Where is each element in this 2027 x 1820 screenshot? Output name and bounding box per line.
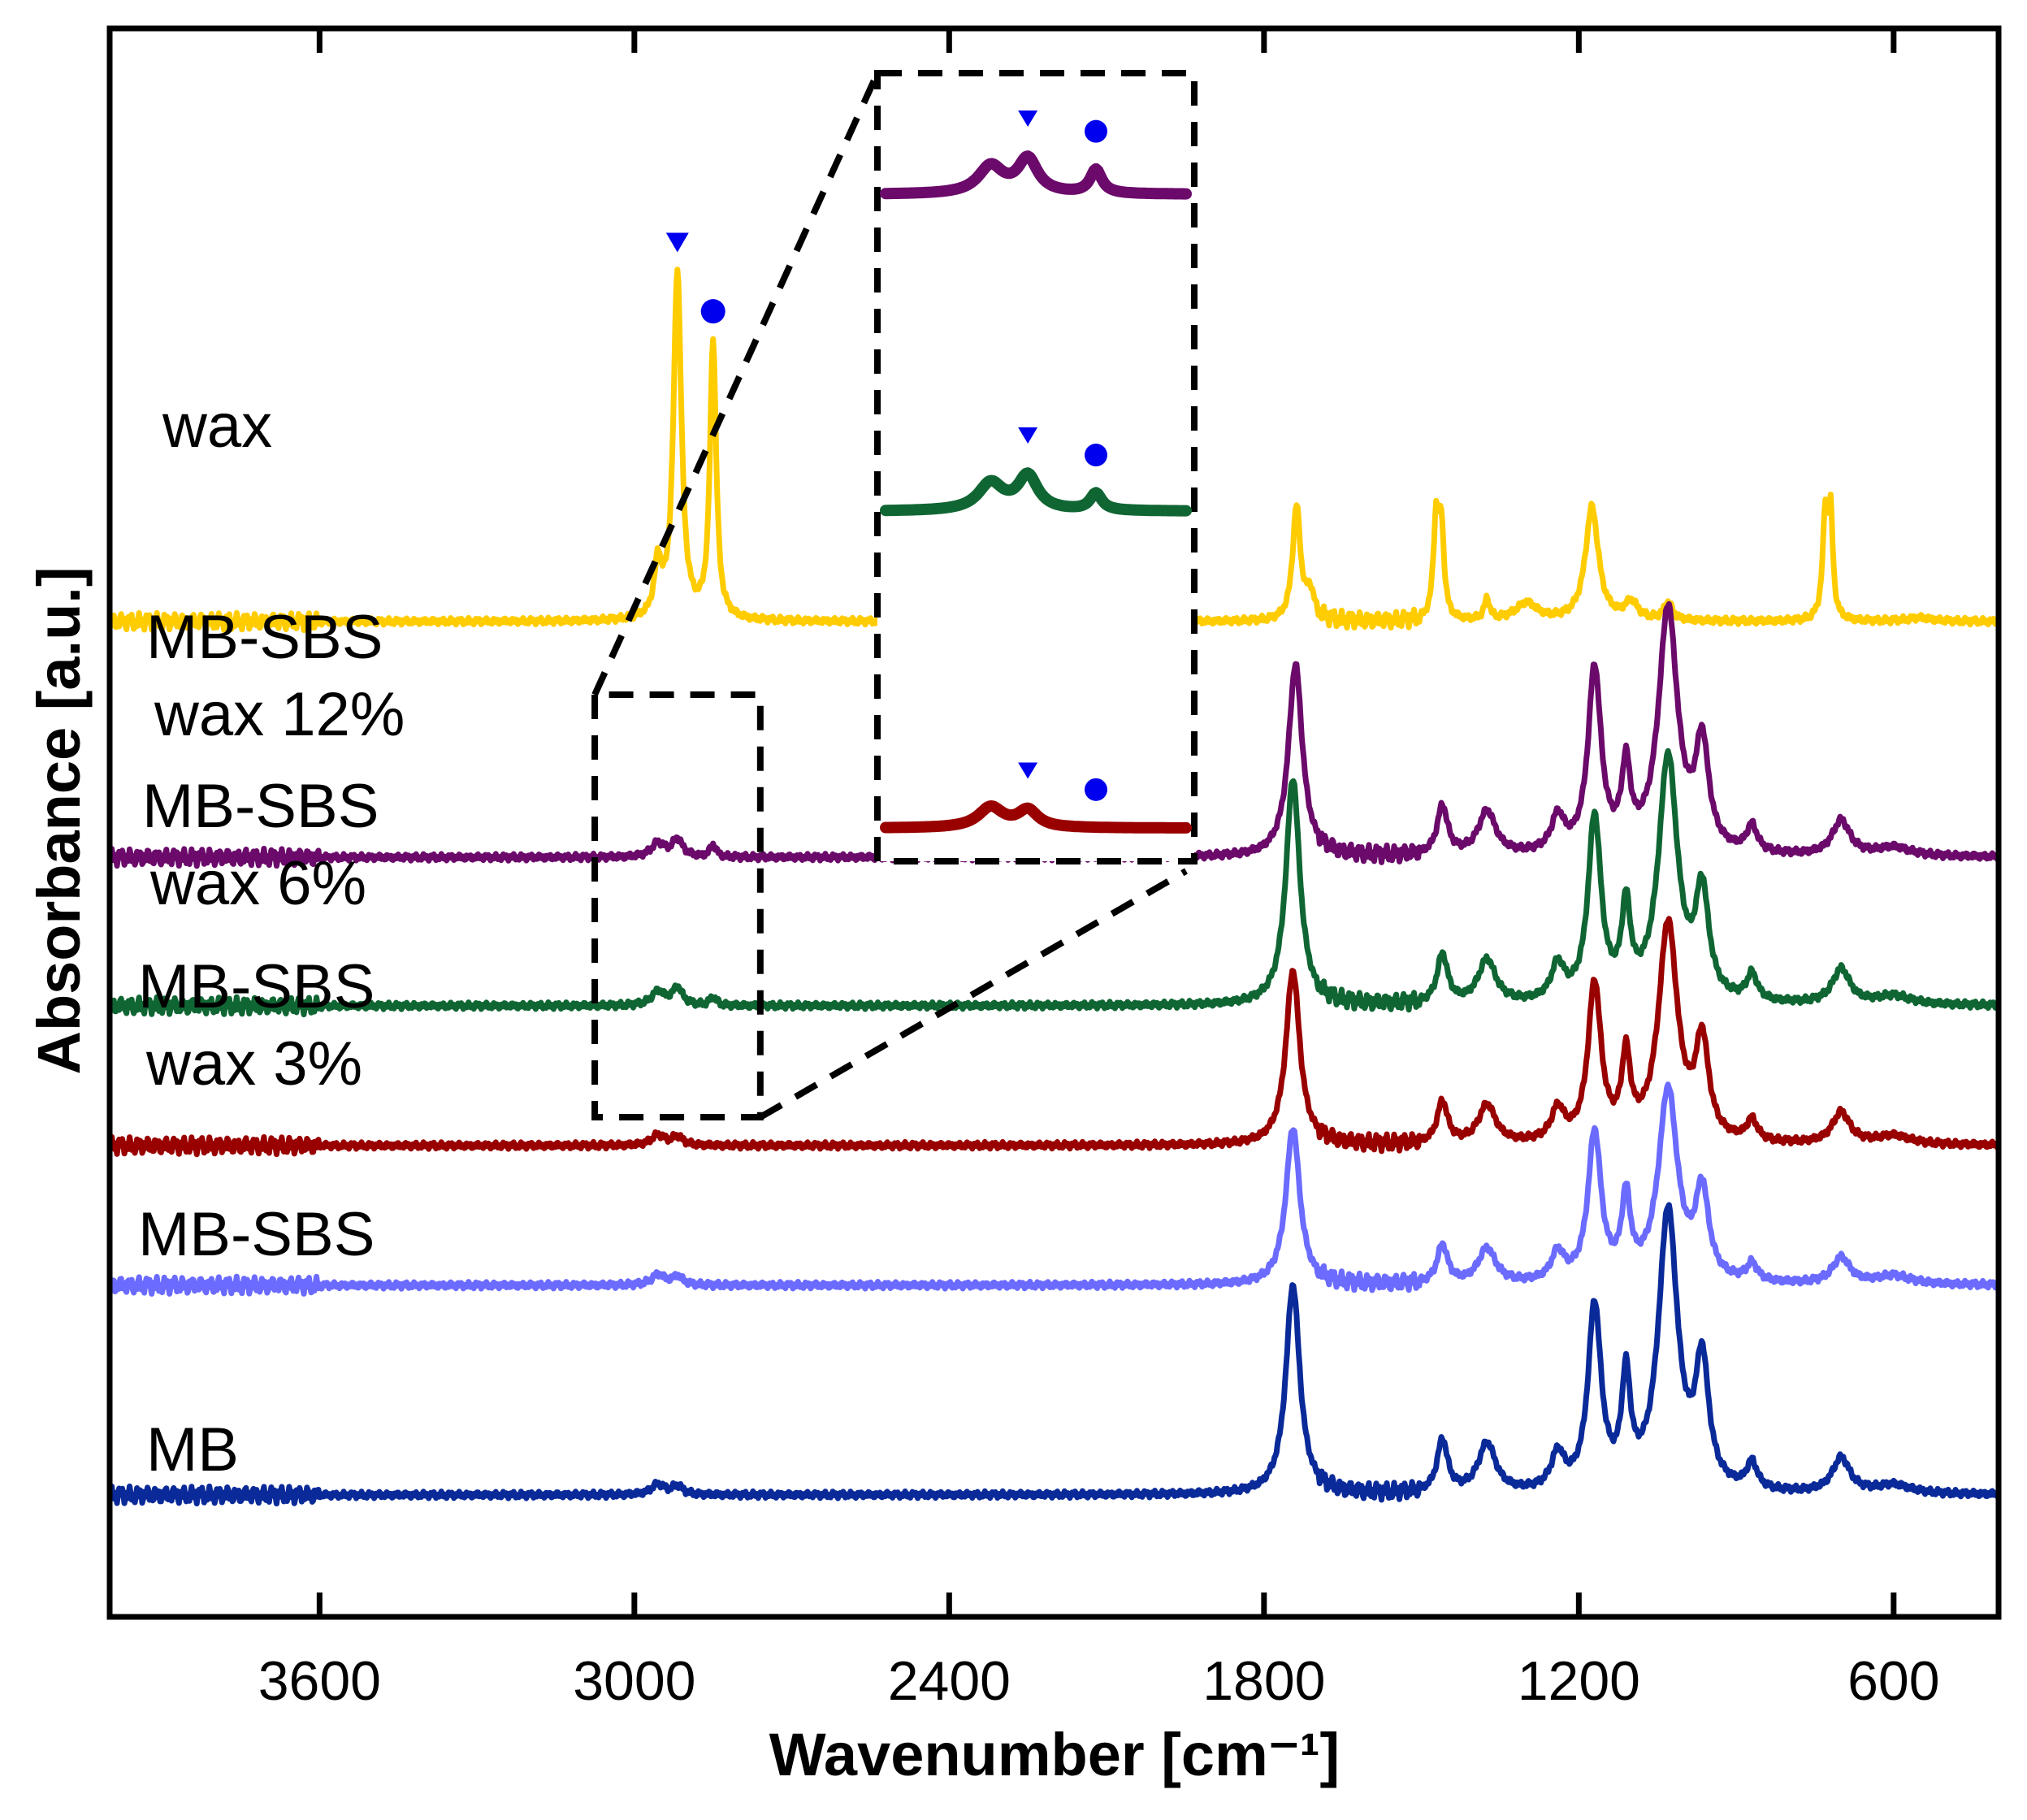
x-tick-label: 600: [1847, 1650, 1939, 1712]
series-label: wax 3%: [145, 1029, 362, 1098]
inset-series-line: [880, 467, 1192, 517]
x-tick-label: 2400: [888, 1650, 1011, 1712]
series-label: MB-SBS: [138, 952, 375, 1021]
inset-circle-marker: [1085, 444, 1107, 467]
series-label: wax 6%: [149, 849, 366, 918]
zoom-connector: [758, 868, 1189, 1120]
series-line: [106, 916, 2002, 1158]
x-tick-label: 3600: [258, 1650, 381, 1712]
x-axis-ticks: 3600 3000 2400 1800 1200 600: [258, 28, 1940, 1712]
series-label: MB: [146, 1415, 239, 1484]
series-label: wax 12%: [154, 680, 405, 749]
series-line: [106, 1081, 2002, 1297]
inset-triangle-marker: [1018, 110, 1038, 127]
inset-zoom: [591, 70, 1198, 1120]
series-label: wax: [162, 392, 272, 461]
x-axis-title: Wavenumber [cm⁻¹]: [769, 1721, 1340, 1788]
circle-marker: [700, 299, 725, 324]
series-label: MB-SBS: [138, 1200, 375, 1269]
plot-frame: [106, 25, 2002, 1620]
zoom-connector: [591, 72, 881, 696]
inset-triangle-marker: [1018, 762, 1038, 779]
inset-series-line: [880, 800, 1192, 834]
x-tick-label: 1800: [1202, 1650, 1325, 1712]
triangle-marker: [665, 232, 689, 253]
series-labels: wax MB-SBS wax 12% MB-SBS wax 6% MB-SBS wax 3%…: [138, 392, 405, 1484]
x-tick-label: 3000: [573, 1650, 695, 1712]
series-label: MB-SBS: [146, 603, 383, 672]
inset-triangle-marker: [1018, 427, 1038, 444]
inset-circle-marker: [1085, 119, 1107, 143]
series-line: [106, 748, 2002, 1018]
spectra-curves: [106, 232, 2002, 1507]
inset-background: [877, 73, 1194, 861]
inset-circle-marker: [1085, 778, 1107, 801]
y-axis-title: Absorbance [a.u.]: [25, 567, 93, 1075]
zoom-source-box: [591, 691, 764, 1120]
series-line: [106, 1202, 2002, 1507]
inset-frame: [874, 70, 1198, 864]
series-label: MB-SBS: [142, 772, 379, 841]
inset-series-line: [880, 150, 1192, 200]
x-tick-label: 1200: [1518, 1650, 1640, 1712]
